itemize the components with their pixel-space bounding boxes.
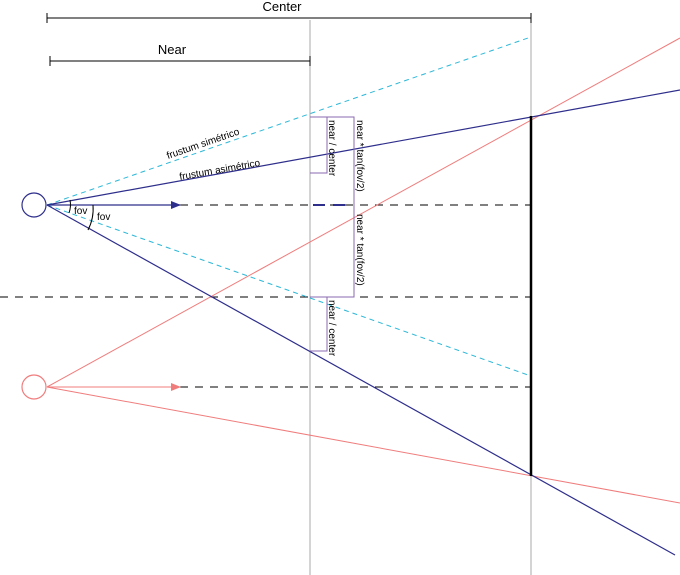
lower-camera-icon (21, 374, 47, 400)
near-dimension (49, 56, 311, 66)
near-center-bracket-lower (310, 296, 328, 352)
fov-label-upper: fov (74, 206, 87, 217)
near-center-bracket-upper (310, 116, 328, 174)
upper-camera-icon (21, 192, 47, 218)
near-center-label-upper: near / center (326, 120, 337, 177)
center-dimension (46, 13, 532, 23)
tan-label-upper: near * tan(fov/2) (354, 120, 365, 192)
symmetric-frustum-top-edge (46, 37, 529, 206)
upper-camera-top-edge (46, 89, 680, 206)
fov-arc-upper (68, 199, 71, 214)
frustum-symmetric-label: frustum simétrico (165, 127, 241, 162)
lower-camera-bottom-edge (46, 386, 680, 504)
fov-arc-lower (87, 204, 94, 231)
symmetric-frustum-bottom-edge (46, 204, 529, 376)
upper-camera-bottom-edge (46, 204, 676, 556)
tan-bracket (310, 116, 355, 298)
near-label: Near (158, 42, 187, 57)
near-center-label-lower: near / center (326, 300, 337, 357)
center-label: Center (262, 0, 302, 14)
frustum-asymmetric-label: frustum asimétrico (179, 158, 262, 183)
lower-camera-top-edge (46, 37, 680, 388)
fov-label-lower: fov (97, 212, 110, 223)
tan-label-lower: near * tan(fov/2) (354, 214, 365, 286)
